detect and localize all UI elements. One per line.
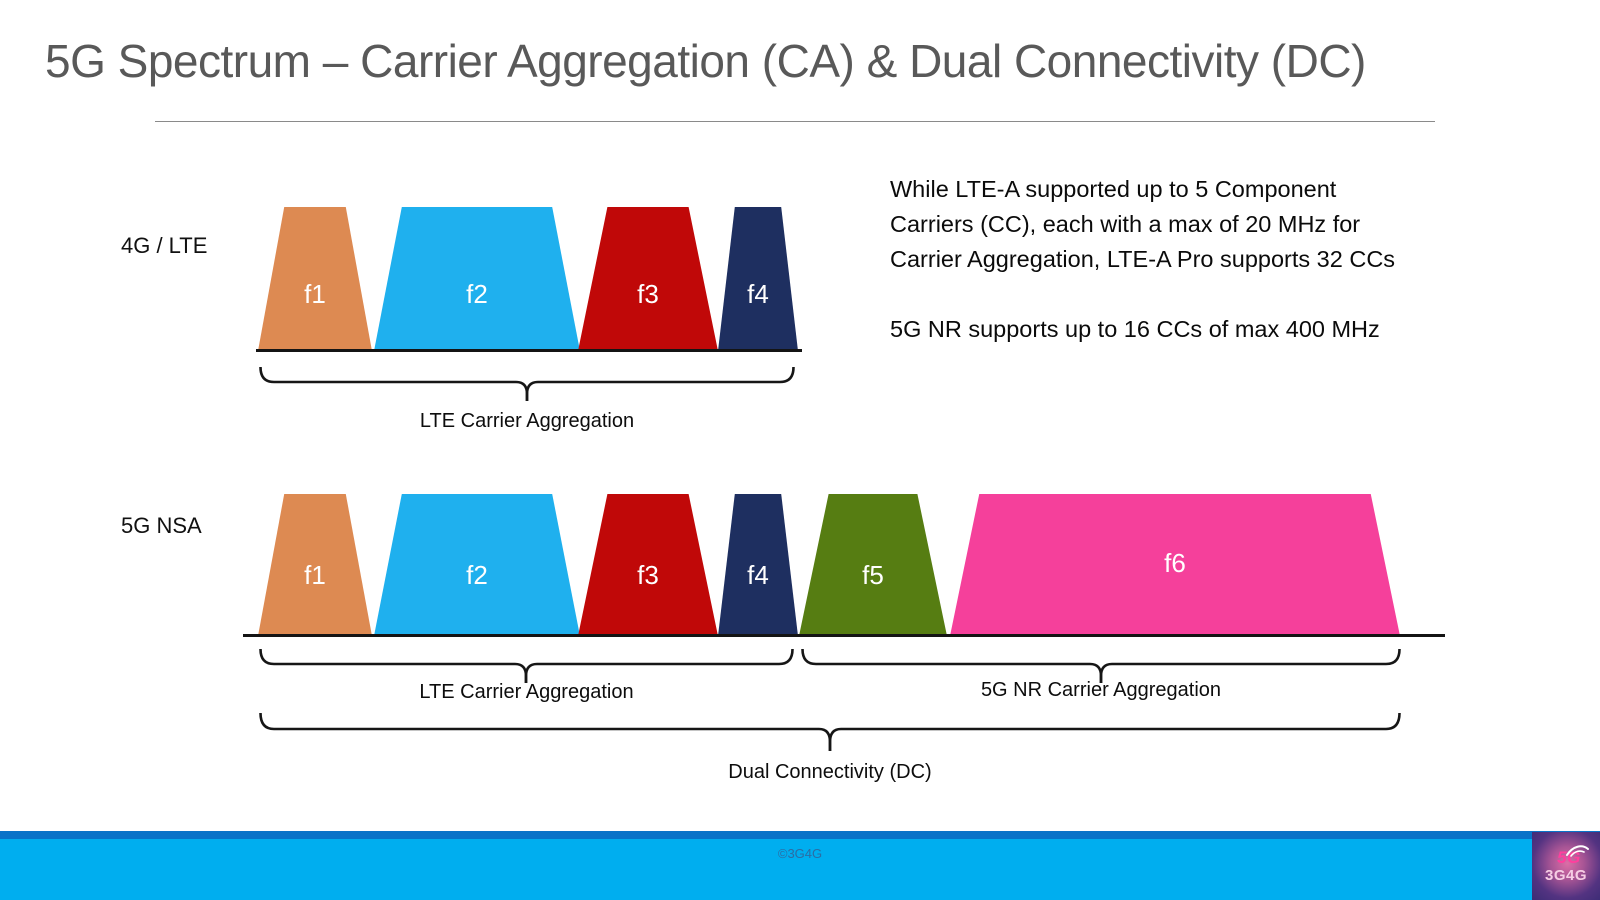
brace-label-lte-row1: LTE Carrier Aggregation: [419, 410, 635, 432]
carrier-f4-row1: f4: [718, 207, 798, 351]
brace-dual-connectivity: [259, 712, 1401, 751]
info-line: While LTE-A supported up to 5 Component: [890, 176, 1337, 202]
carrier-f6-label: f6: [1164, 548, 1186, 578]
carrier-f5-label: f5: [862, 560, 884, 590]
carrier-f2-row1: f2: [374, 207, 580, 351]
baseline-row2: [243, 634, 1445, 637]
brace-label-nr-row2: 5G NR Carrier Aggregation: [980, 679, 1222, 701]
info-line: Carrier Aggregation, LTE-A Pro supports …: [890, 246, 1396, 272]
carrier-f4-label: f4: [747, 279, 769, 309]
info-line: 5G NR supports up to 16 CCs of max 400 M…: [890, 316, 1380, 342]
carrier-f1-label: f1: [304, 560, 326, 590]
carrier-f3-label: f3: [637, 279, 659, 309]
carrier-f2-label: f2: [466, 279, 488, 309]
brace-lte-row2: [259, 648, 794, 683]
brace-label-dual-connectivity: Dual Connectivity (DC): [728, 761, 932, 783]
carrier-f3-row1: f3: [578, 207, 718, 351]
carrier-f1-row1: f1: [258, 207, 372, 351]
brace-nr-row2: [801, 648, 1401, 683]
info-line: Carriers (CC), each with a max of 20 MHz…: [890, 211, 1361, 237]
carrier-f3-label: f3: [637, 560, 659, 590]
wifi-arcs-icon: [1566, 845, 1589, 857]
carrier-f1-label: f1: [304, 279, 326, 309]
page-title: 5G Spectrum – Carrier Aggregation (CA) &…: [45, 35, 1366, 87]
brand-logo-3g4g: 5G 3G4G: [1532, 832, 1600, 900]
carrier-f6-row2: f6: [950, 494, 1400, 636]
carrier-f2-label: f2: [466, 560, 488, 590]
row-label-5g-nsa: 5G NSA: [121, 513, 202, 538]
title-divider: [155, 121, 1435, 122]
carrier-f4-label: f4: [747, 560, 769, 590]
carrier-f5-row2: f5: [799, 494, 947, 636]
brace-lte-row1: [259, 366, 795, 401]
footer-bar: [0, 839, 1600, 900]
carrier-f3-row2: f3: [578, 494, 718, 636]
info-gap: [890, 277, 1490, 312]
brace-label-lte-row2: LTE Carrier Aggregation: [419, 681, 634, 703]
carrier-f1-row2: f1: [258, 494, 372, 636]
carrier-f2-row2: f2: [374, 494, 580, 636]
carrier-f4-row2: f4: [718, 494, 798, 636]
row-label-4g-lte: 4G / LTE: [121, 233, 208, 258]
info-text: While LTE-A supported up to 5 Component …: [890, 172, 1490, 347]
footer-accent-stripe: [0, 831, 1600, 839]
footer-copyright: ©3G4G: [777, 846, 823, 861]
logo-3g4g-text: 3G4G: [1544, 867, 1588, 884]
baseline-row1: [256, 349, 802, 352]
